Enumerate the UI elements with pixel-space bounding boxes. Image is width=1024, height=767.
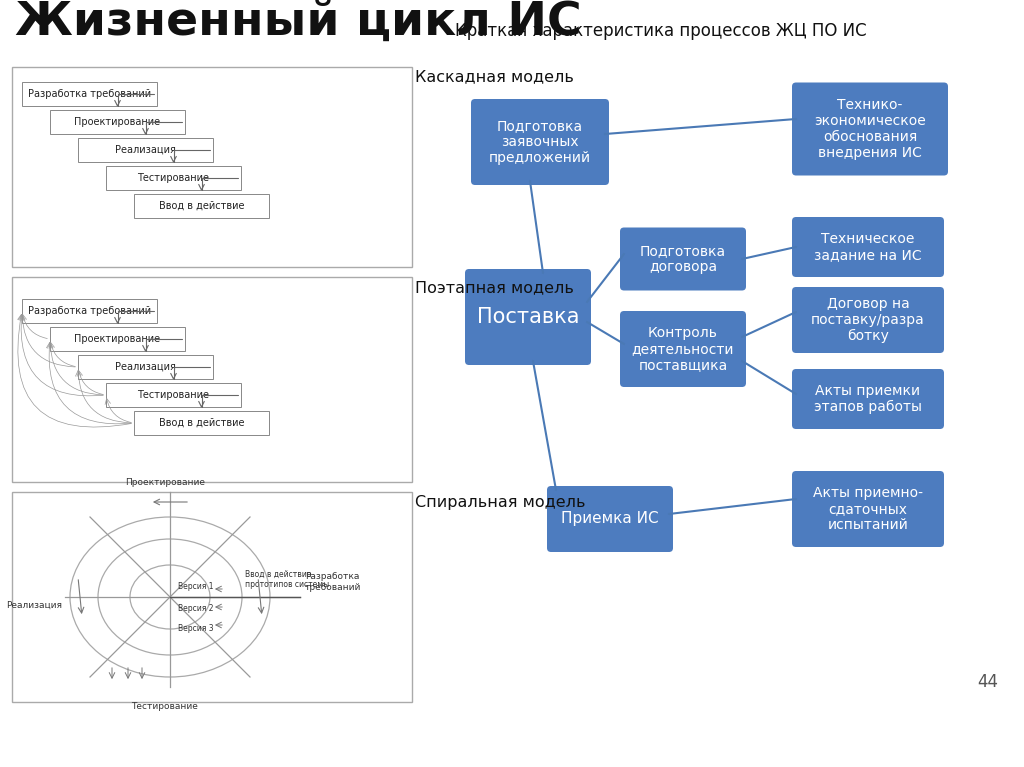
Text: Подготовка
договора: Подготовка договора <box>640 244 726 274</box>
FancyBboxPatch shape <box>106 166 241 190</box>
FancyBboxPatch shape <box>106 383 241 407</box>
FancyBboxPatch shape <box>471 99 609 185</box>
FancyBboxPatch shape <box>12 277 412 482</box>
FancyBboxPatch shape <box>792 287 944 353</box>
Text: Спиральная модель: Спиральная модель <box>415 495 586 510</box>
FancyBboxPatch shape <box>620 311 746 387</box>
Text: Акты приемно-
сдаточных
испытаний: Акты приемно- сдаточных испытаний <box>813 486 923 532</box>
Text: Разработка
требований: Разработка требований <box>305 572 361 591</box>
FancyBboxPatch shape <box>78 355 213 379</box>
Text: Договор на
поставку/разра
ботку: Договор на поставку/разра ботку <box>811 297 925 344</box>
Text: Жизненный цикл ИС: Жизненный цикл ИС <box>15 0 582 45</box>
Text: Технико-
экономическое
обоснования
внедрения ИС: Технико- экономическое обоснования внедр… <box>814 97 926 160</box>
Text: Реализация: Реализация <box>115 362 176 372</box>
Text: Реализация: Реализация <box>115 145 176 155</box>
Text: Акты приемки
этапов работы: Акты приемки этапов работы <box>814 384 922 414</box>
Text: Версия 3: Версия 3 <box>178 624 214 633</box>
FancyBboxPatch shape <box>12 67 412 267</box>
Text: Версия 1: Версия 1 <box>178 582 213 591</box>
FancyBboxPatch shape <box>620 228 746 291</box>
Text: Ввод в действие: Ввод в действие <box>159 201 245 211</box>
FancyBboxPatch shape <box>78 138 213 162</box>
FancyBboxPatch shape <box>134 194 269 218</box>
Text: Тестирование: Тестирование <box>131 702 199 711</box>
Text: Проектирование: Проектирование <box>75 334 161 344</box>
FancyBboxPatch shape <box>50 327 185 351</box>
Text: Разработка требований: Разработка требований <box>28 89 152 99</box>
Text: Проектирование: Проектирование <box>75 117 161 127</box>
Text: Контроль
деятельности
поставщика: Контроль деятельности поставщика <box>632 326 734 372</box>
Text: Приемка ИС: Приемка ИС <box>561 512 658 526</box>
FancyBboxPatch shape <box>792 83 948 176</box>
FancyBboxPatch shape <box>792 369 944 429</box>
Text: Каскадная модель: Каскадная модель <box>415 69 573 84</box>
Text: Реализация: Реализация <box>6 601 62 610</box>
FancyBboxPatch shape <box>50 110 185 134</box>
Text: Версия 2: Версия 2 <box>178 604 213 613</box>
Text: Поставка: Поставка <box>477 307 580 327</box>
FancyBboxPatch shape <box>792 471 944 547</box>
Text: Поэтапная модель: Поэтапная модель <box>415 280 573 295</box>
Text: Ввод в действие
прототипов системы: Ввод в действие прототипов системы <box>245 570 329 589</box>
Text: Техническое
задание на ИС: Техническое задание на ИС <box>814 232 922 262</box>
FancyBboxPatch shape <box>22 299 157 323</box>
FancyBboxPatch shape <box>465 269 591 365</box>
FancyBboxPatch shape <box>134 411 269 435</box>
Text: Проектирование: Проектирование <box>125 478 205 487</box>
Text: Ввод в действие: Ввод в действие <box>159 418 245 428</box>
Text: Краткая характеристика процессов ЖЦ ПО ИС: Краткая характеристика процессов ЖЦ ПО И… <box>455 22 866 40</box>
FancyBboxPatch shape <box>792 217 944 277</box>
FancyBboxPatch shape <box>547 486 673 552</box>
Text: Разработка требований: Разработка требований <box>28 306 152 316</box>
Text: Тестирование: Тестирование <box>137 390 210 400</box>
FancyBboxPatch shape <box>12 492 412 702</box>
Text: Тестирование: Тестирование <box>137 173 210 183</box>
Text: 44: 44 <box>978 673 998 691</box>
Text: Подготовка
заявочных
предложений: Подготовка заявочных предложений <box>488 119 591 165</box>
FancyBboxPatch shape <box>22 82 157 106</box>
